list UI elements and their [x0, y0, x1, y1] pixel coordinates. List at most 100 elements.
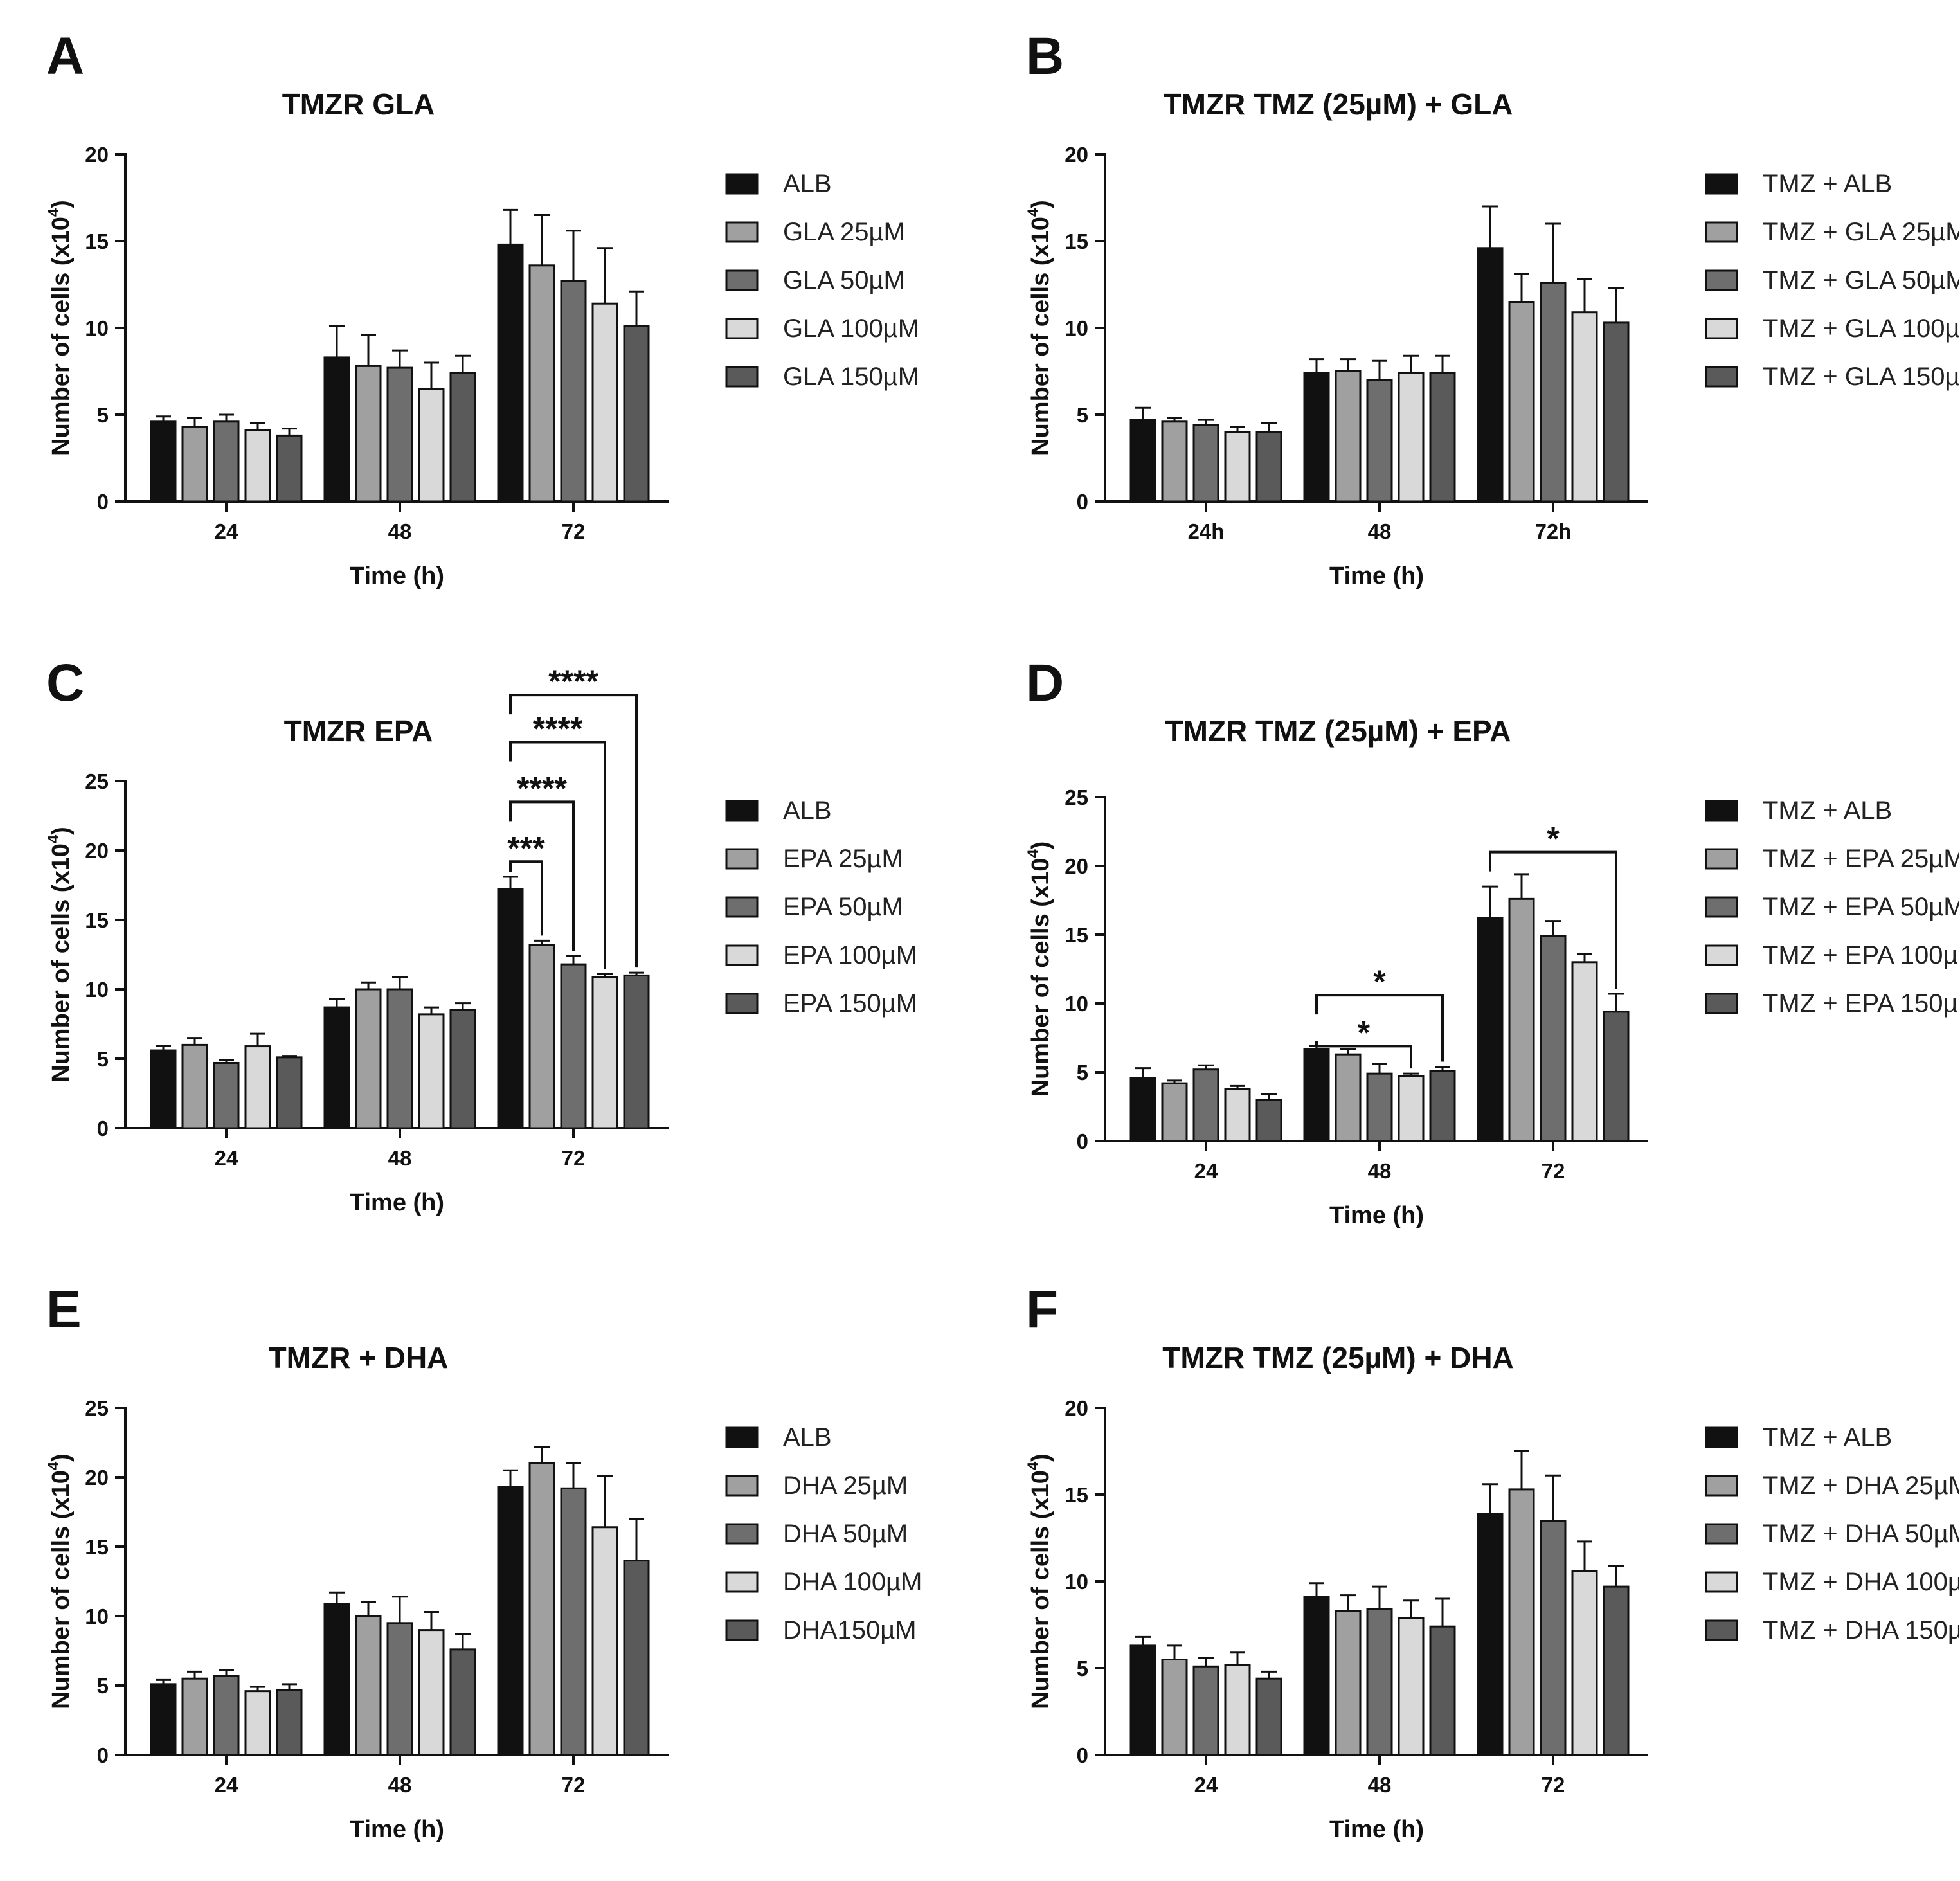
significance-label: *: [1547, 821, 1560, 857]
bar: [1224, 431, 1251, 503]
bar: [1477, 247, 1504, 503]
bar: [1255, 431, 1282, 503]
bar: [1398, 1075, 1425, 1142]
y-tick-label: 0: [1077, 1743, 1088, 1767]
x-tick-label: 72: [562, 1773, 586, 1797]
x-tick-label: 24: [215, 1773, 238, 1797]
legend-swatch: [725, 1426, 759, 1448]
legend-label: DHA 100µM: [783, 1568, 922, 1596]
y-tick-label: 20: [1065, 854, 1088, 878]
bar: [418, 388, 445, 503]
legend-swatch: [725, 269, 759, 291]
bar: [355, 364, 382, 503]
chart-svg: A TMZR GLA 0 5 10 15 20 Number of cells (x104) T…: [45, 27, 919, 590]
legend-swatch: [725, 848, 759, 870]
bar: [1508, 897, 1535, 1142]
bar: [181, 1043, 208, 1130]
chart-title: TMZR + DHA: [269, 1341, 449, 1374]
bar: [497, 243, 524, 503]
legend-label: GLA 25µM: [783, 218, 905, 246]
legend-label: TMZ + GLA 25µM: [1763, 218, 1959, 246]
bar: [1603, 1585, 1630, 1756]
legend-swatch: [725, 173, 759, 195]
bar: [1429, 1625, 1456, 1756]
legend-label: TMZ + DHA 25µM: [1763, 1472, 1959, 1500]
bar: [386, 1622, 413, 1756]
bar: [528, 944, 555, 1130]
bar: [323, 1603, 350, 1756]
bar: [323, 356, 350, 503]
y-axis-label: Number of cells (x104): [1025, 200, 1054, 456]
bar: [1429, 1070, 1456, 1142]
y-tick-label: 10: [85, 978, 109, 1002]
legend-label: TMZ + GLA 50µM: [1763, 266, 1959, 294]
bar: [1224, 1664, 1251, 1756]
y-tick-label: 5: [1077, 1657, 1088, 1680]
y-axis-label: Number of cells (x104): [1025, 1454, 1054, 1709]
x-tick-label: 48: [388, 1146, 412, 1170]
bar: [528, 264, 555, 503]
x-tick-label: 48: [388, 1773, 412, 1797]
bar: [150, 1049, 177, 1130]
legend-label: EPA 150µM: [783, 989, 917, 1018]
y-tick-label: 20: [85, 839, 109, 863]
bar: [1366, 1072, 1393, 1142]
x-tick-label: 24h: [1188, 519, 1225, 543]
bar: [213, 420, 240, 503]
legend-swatch: [725, 221, 759, 243]
bar: [1129, 1644, 1156, 1756]
legend-label: TMZ + EPA 50µM: [1763, 893, 1959, 921]
bar: [1129, 419, 1156, 503]
y-tick-label: 25: [85, 770, 109, 793]
bar: [1429, 372, 1456, 503]
significance-bracket: [509, 741, 606, 969]
y-tick-label: 0: [1077, 1130, 1088, 1153]
chart-title: TMZR TMZ (25µM) + GLA: [1164, 87, 1513, 121]
y-axis-label: Number of cells (x104): [1025, 842, 1054, 1097]
panel-f: F TMZR TMZ (25µM) + DHA 0 5 10 15 20 Number of …: [980, 1254, 1959, 1880]
bar: [1303, 1596, 1330, 1756]
legend-swatch: [725, 366, 759, 388]
legend-swatch: [1705, 1523, 1738, 1545]
bar: [1603, 1011, 1630, 1142]
x-axis-label: Time (h): [1329, 1816, 1424, 1843]
y-tick-label: 15: [85, 1535, 109, 1559]
bar: [418, 1629, 445, 1756]
bar: [1335, 370, 1362, 503]
y-tick-label: 25: [1065, 786, 1088, 809]
legend-swatch: [725, 318, 759, 339]
y-tick-label: 5: [1077, 1061, 1088, 1084]
significance-bracket: [509, 860, 543, 936]
y-tick-label: 5: [97, 1674, 109, 1698]
bar: [1161, 1082, 1188, 1142]
legend-swatch: [725, 1475, 759, 1497]
legend-label: TMZ + ALB: [1763, 170, 1892, 198]
x-tick-label: 24: [215, 1146, 238, 1170]
bar: [623, 1560, 650, 1756]
chart-svg: C TMZR EPA 0 5 10 15 20 25 Number of cells (x104…: [45, 654, 917, 1216]
y-tick-label: 15: [85, 908, 109, 932]
x-tick-label: 72: [1542, 1773, 1565, 1797]
chart-title: TMZR EPA: [284, 714, 433, 748]
chart-title: TMZR GLA: [282, 87, 435, 121]
legend-label: ALB: [783, 1423, 832, 1452]
legend-swatch: [1705, 800, 1738, 822]
bar: [244, 429, 271, 503]
significance-label: ****: [533, 711, 583, 747]
y-tick-label: 5: [97, 1047, 109, 1071]
bar: [623, 325, 650, 503]
bar: [386, 366, 413, 503]
legend-label: GLA 50µM: [783, 266, 905, 294]
bar: [528, 1462, 555, 1756]
legend-label: GLA 150µM: [783, 363, 919, 391]
legend-swatch: [1705, 1619, 1738, 1641]
bar: [1192, 424, 1219, 503]
x-tick-label: 48: [388, 519, 412, 543]
bar: [1540, 282, 1567, 503]
bar: [181, 426, 208, 503]
chart-svg: D TMZR TMZ (25µM) + EPA 0 5 10 15 20 25 Number o…: [1025, 654, 1959, 1229]
significance-bracket: [1489, 851, 1617, 989]
y-axis-label: Number of cells (x104): [45, 1454, 75, 1709]
bar: [1192, 1068, 1219, 1142]
legend-label: TMZ + EPA 100µM: [1763, 941, 1959, 969]
